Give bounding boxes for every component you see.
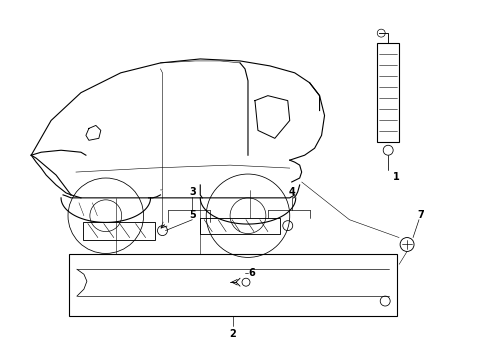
Text: 1: 1 xyxy=(393,172,399,182)
Bar xyxy=(377,43,399,142)
Text: 4: 4 xyxy=(288,187,295,197)
Text: 2: 2 xyxy=(230,329,237,339)
Text: 7: 7 xyxy=(417,210,424,220)
Text: 6: 6 xyxy=(248,268,255,278)
Bar xyxy=(69,255,397,316)
Bar xyxy=(200,218,280,234)
Text: 3: 3 xyxy=(189,187,196,197)
Text: 5: 5 xyxy=(189,210,196,220)
Bar xyxy=(83,222,154,239)
